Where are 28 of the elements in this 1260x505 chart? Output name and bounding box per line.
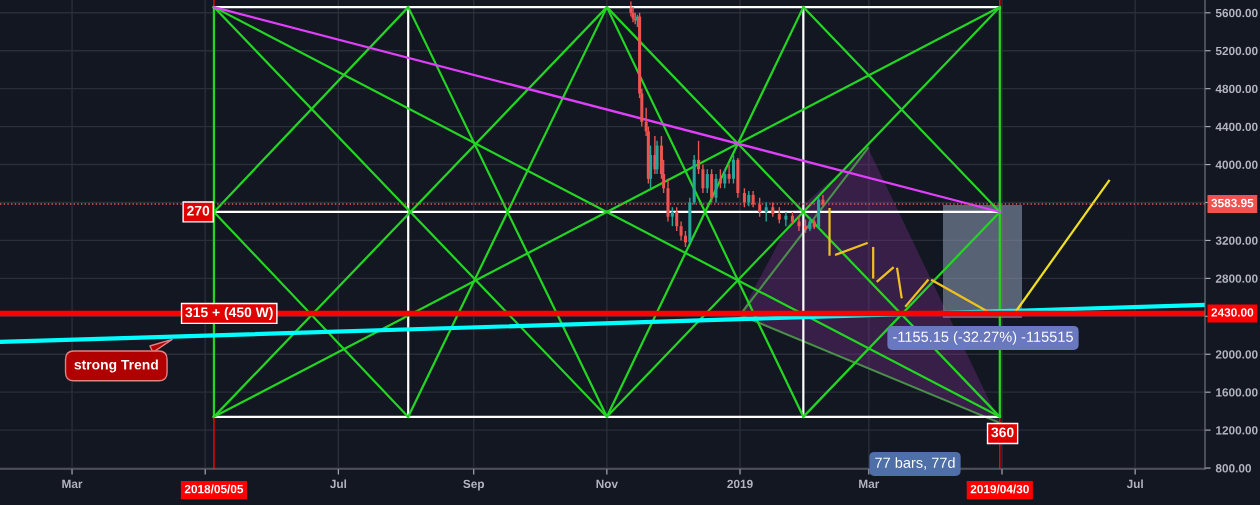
y-tick-label: 2800.00 — [1215, 274, 1258, 283]
y-tick-label: 4800.00 — [1215, 84, 1258, 94]
x-tick-label: Jul — [1126, 479, 1143, 489]
annotation: 270 — [187, 205, 210, 216]
ref-line-label: 2430.00 — [1211, 308, 1254, 317]
x-tick-label: Nov — [596, 479, 618, 489]
y-tick-label: 1600.00 — [1216, 388, 1258, 397]
annotation: 315 + (450 W) — [185, 306, 273, 320]
ref-line-label: 2018/05/05 — [184, 484, 244, 494]
y-tick-label: 800.00 — [1215, 464, 1252, 473]
y-tick-label: 4400.00 — [1215, 122, 1258, 132]
x-tick-label: Mar — [62, 479, 83, 489]
annotation: -1155.15 (-32.27%) -115515 — [893, 331, 1073, 345]
y-tick-label: 3200.00 — [1215, 236, 1258, 245]
annotation: strong Trend — [74, 359, 158, 373]
x-tick-label: 2019 — [727, 479, 753, 489]
y-tick-label: 5200.00 — [1215, 46, 1258, 56]
x-tick-label: Jul — [330, 479, 347, 489]
ref-line-label: 2019/04/30 — [970, 484, 1029, 494]
y-tick-label: 4000.00 — [1215, 160, 1258, 169]
annotation: 77 bars, 77d — [875, 457, 955, 470]
annotation: 360 — [991, 427, 1014, 438]
x-tick-label: Mar — [859, 479, 880, 489]
x-tick-label: Sep — [463, 479, 485, 491]
ref-line-label: 3583.95 — [1211, 198, 1254, 208]
y-tick-label: 1200.00 — [1216, 426, 1258, 435]
y-tick-label: 5600.00 — [1215, 8, 1258, 18]
y-tick-label: 2000.00 — [1215, 350, 1258, 359]
